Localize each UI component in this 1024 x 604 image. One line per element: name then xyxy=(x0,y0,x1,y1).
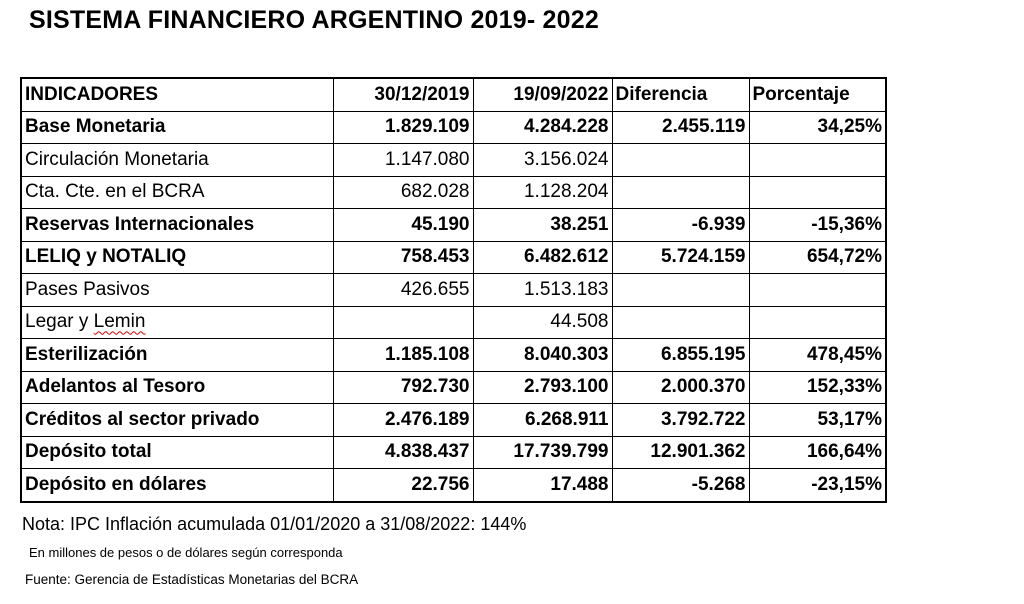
cell-indicator: Esterilización xyxy=(20,338,334,372)
table-row: Legar y Lemin 44.508 xyxy=(20,305,887,339)
cell-value-2022: 1.513.183 xyxy=(472,273,613,307)
table-row: Depósito total 4.838.437 17.739.799 12.901.… xyxy=(20,435,887,469)
table-header-row: INDICADORES 30/12/2019 19/09/2022 Difere… xyxy=(20,77,887,112)
cell-difference xyxy=(611,143,750,177)
header-indicadores: INDICADORES xyxy=(20,77,334,112)
cell-percentage xyxy=(748,175,887,209)
cell-indicator: Adelantos al Tesoro xyxy=(20,370,334,404)
cell-indicator: Cta. Cte. en el BCRA xyxy=(20,175,334,209)
cell-difference: 3.792.722 xyxy=(611,403,750,437)
cell-value-2019: 682.028 xyxy=(332,175,474,209)
cell-value-2022: 44.508 xyxy=(472,305,613,339)
table-row: Pases Pasivos 426.655 1.513.183 xyxy=(20,273,887,307)
cell-percentage: -23,15% xyxy=(748,468,887,502)
page-title: SISTEMA FINANCIERO ARGENTINO 2019- 2022 xyxy=(29,6,599,34)
cell-indicator: Legar y Lemin xyxy=(20,305,334,339)
table-row: Adelantos al Tesoro 792.730 2.793.100 2.000… xyxy=(20,370,887,404)
cell-percentage xyxy=(748,305,887,339)
cell-indicator: Depósito total xyxy=(20,435,334,469)
cell-percentage: 654,72% xyxy=(748,240,887,274)
header-date-2019: 30/12/2019 xyxy=(332,77,474,112)
cell-value-2022: 8.040.303 xyxy=(472,338,613,372)
cell-difference: 2.000.370 xyxy=(611,370,750,404)
cell-percentage: 53,17% xyxy=(748,403,887,437)
table-row: Cta. Cte. en el BCRA 682.028 1.128.204 xyxy=(20,175,887,209)
table-row: Depósito en dólares 22.756 17.488 -5.268 -23… xyxy=(20,468,887,502)
cell-difference: 2.455.119 xyxy=(611,110,750,144)
cell-indicator: Depósito en dólares xyxy=(20,468,334,502)
cell-percentage xyxy=(748,273,887,307)
table-row: Base Monetaria 1.829.109 4.284.228 2.455.11… xyxy=(20,110,887,144)
cell-difference: -5.268 xyxy=(611,468,750,502)
cell-percentage xyxy=(748,143,887,177)
cell-indicator: Reservas Internacionales xyxy=(20,208,334,242)
cell-indicator: Base Monetaria xyxy=(20,110,334,144)
header-diferencia: Diferencia xyxy=(611,77,750,112)
header-porcentaje: Porcentaje xyxy=(748,77,887,112)
cell-value-2022: 1.128.204 xyxy=(472,175,613,209)
inflation-note: Nota: IPC Inflación acumulada 01/01/2020… xyxy=(22,514,527,534)
cell-indicator: Pases Pasivos xyxy=(20,273,334,307)
cell-value-2022: 6.268.911 xyxy=(472,403,613,437)
cell-difference: 5.724.159 xyxy=(611,240,750,274)
cell-value-2019: 1.147.080 xyxy=(332,143,474,177)
cell-value-2019: 426.655 xyxy=(332,273,474,307)
financial-indicators-table: INDICADORES 30/12/2019 19/09/2022 Difere… xyxy=(20,77,887,503)
header-date-2022: 19/09/2022 xyxy=(472,77,613,112)
cell-percentage: -15,36% xyxy=(748,208,887,242)
units-note: En millones de pesos o de dólares según … xyxy=(29,545,343,560)
cell-value-2019: 22.756 xyxy=(332,468,474,502)
cell-value-2022: 17.739.799 xyxy=(472,435,613,469)
table-row: Créditos al sector privado 2.476.189 6.268… xyxy=(20,403,887,437)
cell-difference: 12.901.362 xyxy=(611,435,750,469)
cell-value-2022: 17.488 xyxy=(472,468,613,502)
cell-value-2022: 4.284.228 xyxy=(472,110,613,144)
cell-difference: 6.855.195 xyxy=(611,338,750,372)
cell-percentage: 152,33% xyxy=(748,370,887,404)
table-row: Reservas Internacionales 45.190 38.251 -6.9… xyxy=(20,208,887,242)
cell-value-2019 xyxy=(332,305,474,339)
table-row: Esterilización 1.185.108 8.040.303 6.855.19… xyxy=(20,338,887,372)
cell-percentage: 34,25% xyxy=(748,110,887,144)
source-note: Fuente: Gerencia de Estadísticas Monetar… xyxy=(25,572,359,587)
cell-value-2022: 2.793.100 xyxy=(472,370,613,404)
cell-value-2019: 1.829.109 xyxy=(332,110,474,144)
cell-difference xyxy=(611,273,750,307)
cell-percentage: 166,64% xyxy=(748,435,887,469)
cell-difference xyxy=(611,175,750,209)
cell-percentage: 478,45% xyxy=(748,338,887,372)
cell-indicator: Créditos al sector privado xyxy=(20,403,334,437)
cell-value-2019: 792.730 xyxy=(332,370,474,404)
cell-value-2019: 1.185.108 xyxy=(332,338,474,372)
cell-value-2019: 2.476.189 xyxy=(332,403,474,437)
table-row: Circulación Monetaria 1.147.080 3.156.024 xyxy=(20,143,887,177)
cell-value-2022: 6.482.612 xyxy=(472,240,613,274)
table-row: LELIQ y NOTALIQ 758.453 6.482.612 5.724.159… xyxy=(20,240,887,274)
cell-value-2022: 3.156.024 xyxy=(472,143,613,177)
cell-indicator: LELIQ y NOTALIQ xyxy=(20,240,334,274)
cell-difference: -6.939 xyxy=(611,208,750,242)
cell-difference xyxy=(611,305,750,339)
cell-value-2019: 758.453 xyxy=(332,240,474,274)
cell-value-2019: 45.190 xyxy=(332,208,474,242)
cell-indicator: Circulación Monetaria xyxy=(20,143,334,177)
cell-value-2019: 4.838.437 xyxy=(332,435,474,469)
spellcheck-word: Lemin xyxy=(93,311,146,333)
cell-value-2022: 38.251 xyxy=(472,208,613,242)
label-part: Legar y xyxy=(25,311,94,333)
